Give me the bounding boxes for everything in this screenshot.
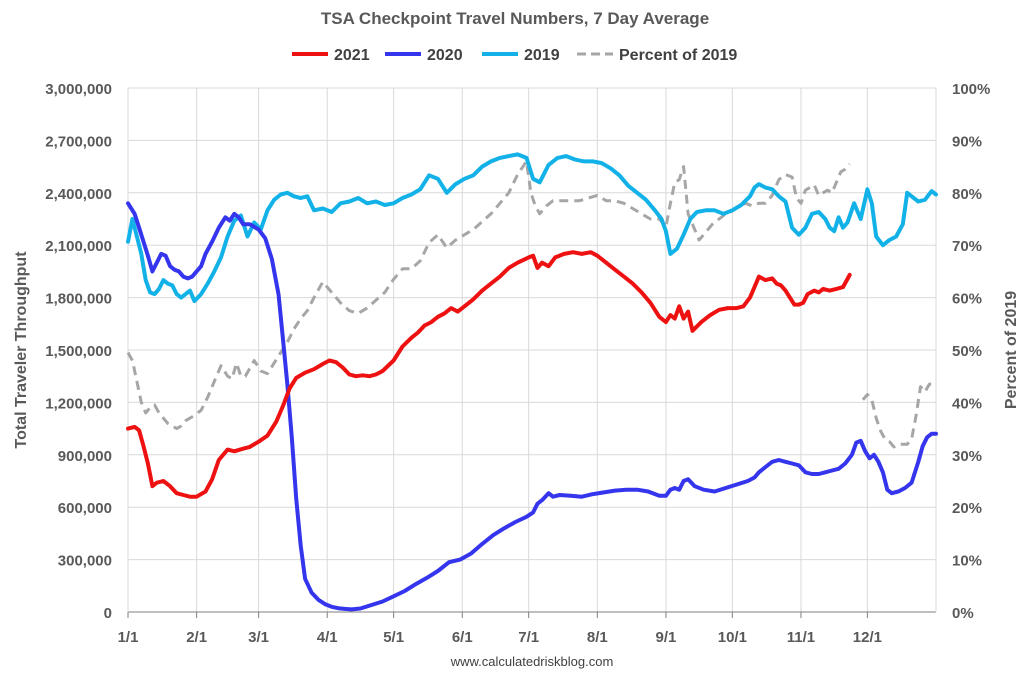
legend-label: Percent of 2019: [619, 47, 737, 64]
x-tick-label: 6/1: [452, 629, 473, 646]
x-tick-label: 10/1: [718, 629, 747, 646]
legend: 2021 2020 2019 Percent of 2019: [292, 47, 737, 64]
x-tick-label: 8/1: [587, 629, 608, 646]
gridlines: [127, 87, 936, 612]
series-line-2021: [126, 250, 852, 499]
y2-tick-label: 0%: [952, 605, 974, 622]
x-tick-label: 12/1: [853, 629, 882, 646]
y-tick-label: 1,500,000: [45, 343, 112, 360]
y2-tick-label: 40%: [952, 395, 982, 412]
y2-tick-label: 60%: [952, 291, 982, 308]
y-axis-label: Total Traveler Throughput: [13, 251, 30, 449]
y-tick-label: 2,400,000: [45, 186, 112, 203]
y2-tick-label: 80%: [952, 186, 982, 203]
x-tick-label: 4/1: [317, 629, 338, 646]
x-tick-label: 9/1: [655, 629, 676, 646]
y-tick-label: 300,000: [58, 553, 112, 570]
x-axis-ticks: 1/1 2/1 3/1 4/1 5/1 6/1 7/1 8/1 9/1 10/1 11/1 12/1: [118, 612, 882, 646]
y2-tick-label: 70%: [952, 238, 982, 255]
y2-tick-label: 100%: [952, 81, 990, 98]
y-tick-label: 2,100,000: [45, 238, 112, 255]
x-tick-label: 11/1: [787, 629, 815, 646]
y2-tick-label: 30%: [952, 448, 982, 465]
y2-tick-label: 90%: [952, 133, 982, 150]
x-tick-label: 7/1: [518, 629, 539, 646]
x-tick-label: 1/1: [118, 629, 139, 646]
y2-axis-ticks: 0% 10% 20% 30% 40% 50% 60% 70% 80% 90% 100%: [952, 81, 990, 622]
y-tick-label: 1,200,000: [45, 395, 112, 412]
legend-label: 2019: [524, 47, 560, 64]
y-tick-label: 1,800,000: [45, 291, 112, 308]
y-axis-ticks: 0 300,000 600,000 900,000 1,200,000 1,500,000…: [45, 81, 112, 622]
series-line-percent-of-2019-dec: [861, 382, 936, 449]
x-tick-label: 5/1: [383, 629, 404, 646]
y2-tick-label: 50%: [952, 343, 982, 360]
y-tick-label: 0: [104, 605, 112, 622]
series-line-2019: [126, 152, 938, 304]
y2-tick-label: 10%: [952, 553, 982, 570]
x-tick-label: 2/1: [186, 629, 207, 646]
y-tick-label: 2,700,000: [45, 133, 112, 150]
chart-title: TSA Checkpoint Travel Numbers, 7 Day Ave…: [321, 9, 709, 28]
series-line-2020: [126, 201, 938, 612]
y-tick-label: 600,000: [58, 500, 112, 517]
y2-tick-label: 20%: [952, 500, 982, 517]
footer-source: www.calculatedriskblog.com: [450, 654, 614, 669]
y-tick-label: 900,000: [58, 448, 112, 465]
x-tick-label: 3/1: [248, 629, 269, 646]
y2-axis-label: Percent of 2019: [1003, 291, 1020, 409]
series-layer: [126, 152, 938, 612]
legend-label: 2021: [334, 47, 370, 64]
legend-label: 2020: [427, 47, 463, 64]
y-tick-label: 3,000,000: [45, 81, 112, 98]
